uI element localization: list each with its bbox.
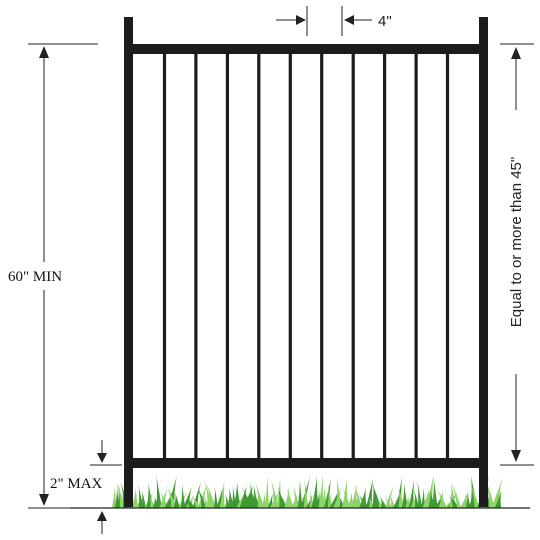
picket [383,54,387,458]
grass-blade [465,491,471,508]
bottom-gap-label: 2" MAX [50,476,103,492]
grass-blade [311,475,319,508]
rail-spacing-dimension [500,43,534,466]
grass-blade [270,478,279,508]
grass-blade [303,478,309,508]
grass-blade [180,483,186,508]
grass-blade [196,486,207,508]
total-height-label: 60" MIN [8,269,62,285]
grass-blade [182,487,192,508]
grass-blade [173,492,181,508]
grass-blade [213,486,219,508]
grass-blade [494,489,502,508]
grass-blade [342,486,351,508]
bottom-rail [124,458,488,468]
grass-blade [239,486,247,508]
grass-blade [353,483,363,508]
grass-blade [413,488,420,508]
top-rail [124,44,488,54]
grass-blade [141,489,147,508]
picket [351,54,355,458]
grass-blade [417,480,423,508]
grass-blade [380,496,387,508]
rail-spacing-label: Equal to or more than 45" [508,157,525,327]
picket [445,54,450,458]
picket [288,54,292,458]
grass-blade [469,481,480,508]
grass-blade [206,483,216,508]
grass-blade [156,475,162,508]
grass-blade [437,488,448,508]
grass-blade [186,497,196,508]
picket [257,54,261,458]
grass-blade [264,474,270,508]
grass-blade [351,483,357,508]
picket [320,54,324,458]
right-post [479,17,488,507]
grass-blade [166,484,177,508]
grass-blade [267,493,273,508]
picket [225,54,229,458]
grass-blade [255,482,265,508]
grass-blade [261,493,267,508]
grass-blade [293,485,300,508]
grass-blade [448,494,460,508]
grass-blade [138,484,144,508]
fence-panel [124,17,488,507]
grass-illustration [111,474,503,508]
picket [194,54,198,458]
grass-blade [449,482,457,508]
picket [162,54,167,458]
total-height-dimension [28,43,98,509]
left-post [124,17,133,507]
picket [414,54,418,458]
grass-blade [286,488,294,508]
grass-blade [219,480,225,508]
bottom-gap-dimension [90,440,122,534]
grass-blade [327,483,333,508]
grass-blade [432,477,438,508]
grass-blade [329,488,340,508]
grass-blade [297,480,303,508]
grass-blade [318,474,324,508]
grass-blade [190,493,201,508]
grass-blade [233,482,241,508]
picket-spacing-label: 4" [378,13,392,30]
grass-blade [277,490,288,508]
grass-blade [390,495,396,508]
grass-blade [408,479,415,508]
pickets [162,54,450,458]
grass-blade [451,482,462,508]
picket-spacing-dimension [276,6,372,36]
grass-blade [491,478,503,508]
grass-blade [111,486,117,508]
grass-blade [321,484,327,508]
grass-blade [384,496,393,508]
grass-blade [402,483,408,508]
grass-blade [420,487,426,508]
grass-blade [365,477,374,508]
grass-blade [131,487,139,508]
